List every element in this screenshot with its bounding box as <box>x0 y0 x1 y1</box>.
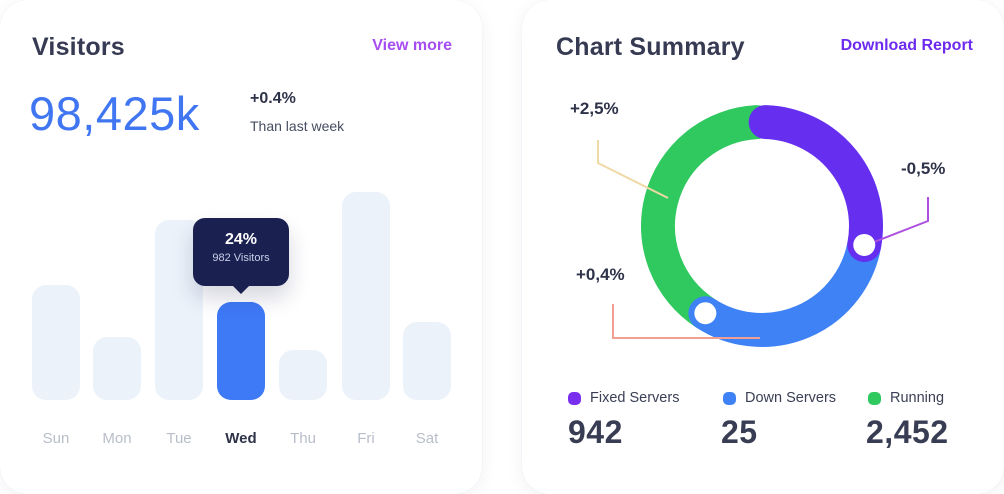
donut-marker-dot-2 <box>694 302 717 325</box>
value-running: 2,452 <box>866 414 949 450</box>
download-report-link[interactable]: Download Report <box>840 37 973 54</box>
bar-tooltip-caption: 982 Visitors <box>212 252 270 264</box>
donut-chart-svg <box>597 105 929 347</box>
annotation-running: +2,5% <box>570 99 619 118</box>
donut-segment-fixed-servers[interactable] <box>748 105 883 262</box>
legend-label-fixed: Fixed Servers <box>590 390 680 406</box>
day-label-fri: Fri <box>357 430 375 447</box>
legend-label-running: Running <box>890 390 945 406</box>
leader-line-running <box>597 140 669 199</box>
chart-summary-title: Chart Summary <box>556 33 745 61</box>
bar-sun[interactable] <box>32 285 80 400</box>
day-label-wed: Wed <box>225 430 257 447</box>
bar-wed[interactable] <box>217 302 265 400</box>
legend-dot-down-icon <box>723 391 736 405</box>
visitors-card: Visitors View more 98,425k +0.4% Than la… <box>0 0 482 494</box>
bar-thu[interactable] <box>279 350 327 400</box>
bar-fri[interactable] <box>342 192 390 400</box>
legend-label-down: Down Servers <box>745 390 837 406</box>
day-label-sun: Sun <box>42 430 70 447</box>
donut-segment-down-servers[interactable] <box>688 227 882 347</box>
leader-line-down <box>612 304 760 339</box>
leader-line-fixed <box>873 197 929 243</box>
bar-tooltip: 24% 982 Visitors <box>193 218 289 294</box>
visitors-bar-chart: Sun Mon Tue Wed Thu Fri Sat <box>0 0 482 494</box>
value-fixed-servers: 942 <box>568 414 623 450</box>
visitors-card-title: Visitors <box>32 33 125 61</box>
day-label-thu: Thu <box>290 430 316 447</box>
bar-mon[interactable] <box>93 337 141 400</box>
annotation-fixed: -0,5% <box>901 159 946 178</box>
legend-item-running: Running <box>868 390 944 406</box>
legend-item-fixed-servers: Fixed Servers <box>568 390 679 406</box>
donut-segment-running[interactable] <box>641 105 774 331</box>
legend-dot-fixed-icon <box>568 391 581 405</box>
bar-sat[interactable] <box>403 322 451 400</box>
value-down-servers: 25 <box>721 414 758 450</box>
bar-tooltip-percent: 24% <box>224 231 258 248</box>
visitors-metric-delta: +0.4% <box>250 90 296 107</box>
day-label-mon: Mon <box>102 430 132 447</box>
view-more-link[interactable]: View more <box>372 37 452 54</box>
day-label-sat: Sat <box>415 430 439 447</box>
annotation-down: +0,4% <box>576 265 625 284</box>
day-label-tue: Tue <box>166 430 192 447</box>
chart-summary-card: Chart Summary Download Report +2,5% -0,5… <box>522 0 1004 494</box>
donut-marker-dot-1 <box>853 233 876 256</box>
legend-dot-running-icon <box>868 391 881 405</box>
visitors-metric-value: 98,425k <box>29 87 200 140</box>
legend-item-down-servers: Down Servers <box>723 390 836 406</box>
visitors-metric-caption: Than last week <box>250 118 345 134</box>
